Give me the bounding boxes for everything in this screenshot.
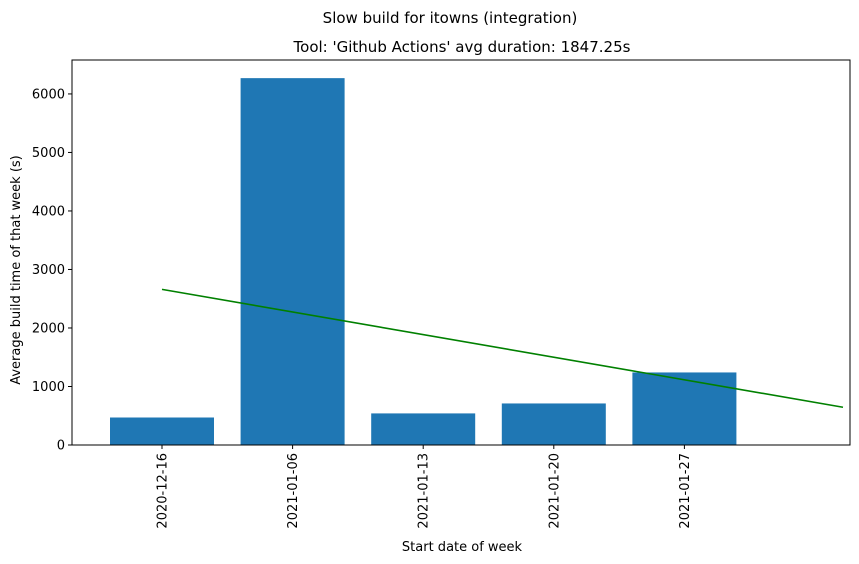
x-axis-label: Start date of week	[402, 540, 523, 555]
trend-line-group	[161, 288, 844, 409]
x-axis: 2020-12-16 2021-01-06 2021-01-13 2021-01-20…	[156, 445, 693, 529]
y-tick-label: 3000	[32, 263, 65, 278]
y-tick-label: 1000	[32, 380, 65, 395]
x-tick-label: 2021-01-20	[547, 453, 562, 529]
trend-line	[161, 288, 844, 409]
y-tick-label: 5000	[32, 146, 65, 161]
bar-2021-01-06	[240, 78, 345, 445]
bar-2021-01-13	[371, 413, 476, 445]
bar-2021-01-27	[632, 372, 737, 445]
bar-2020-12-16	[110, 417, 214, 445]
y-axis-label: Average build time of that week (s)	[9, 155, 24, 385]
y-tick-label: 2000	[32, 321, 65, 336]
bars-group	[110, 78, 737, 445]
y-axis: 0 1000 2000 3000 4000 5000 6000	[32, 87, 72, 454]
y-tick-label: 4000	[32, 204, 65, 219]
chart-title: Tool: 'Github Actions' avg duration: 184…	[293, 38, 631, 56]
bar-2021-01-20	[501, 403, 606, 445]
chart-suptitle: Slow build for itowns (integration)	[323, 9, 578, 27]
y-tick-label: 0	[57, 439, 65, 454]
x-tick-label: 2020-12-16	[156, 453, 171, 529]
y-tick-label: 6000	[32, 87, 65, 102]
plot-frame	[71, 59, 851, 446]
x-tick-label: 2021-01-27	[678, 453, 693, 529]
x-tick-label: 2021-01-13	[417, 453, 432, 529]
x-tick-label: 2021-01-06	[286, 453, 301, 529]
